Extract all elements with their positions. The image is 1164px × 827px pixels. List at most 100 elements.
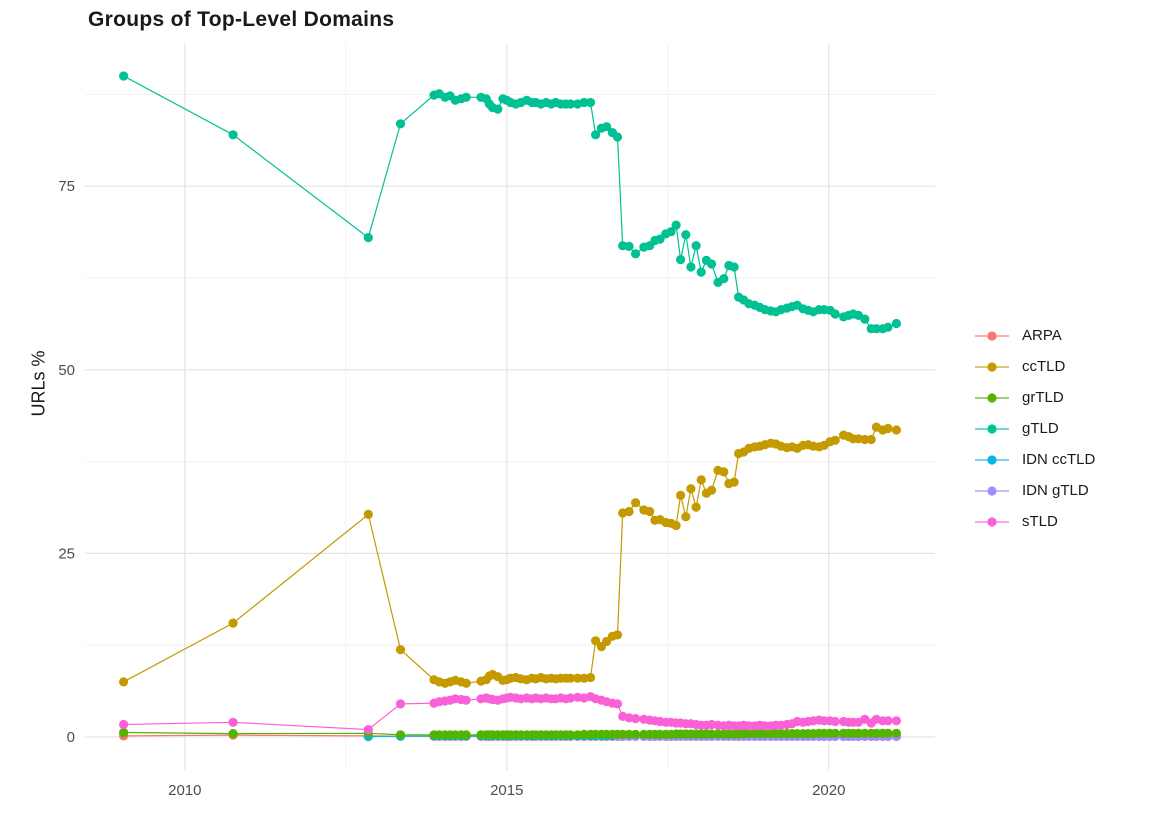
data-point-ccTLD bbox=[719, 467, 729, 477]
data-point-ccTLD bbox=[119, 677, 129, 687]
data-point-sTLD bbox=[612, 699, 623, 709]
legend-entry-IDN-gTLD: IDN gTLD bbox=[974, 475, 1095, 506]
data-point-ccTLD bbox=[645, 506, 655, 517]
data-point-sTLD bbox=[228, 717, 238, 727]
data-point-ccTLD bbox=[228, 618, 238, 628]
legend-key-icon bbox=[975, 423, 1009, 434]
data-point-ccTLD bbox=[676, 490, 686, 500]
data-point-ccTLD bbox=[830, 435, 840, 445]
data-point-gTLD bbox=[363, 233, 373, 243]
data-point-grTLD bbox=[853, 728, 864, 738]
legend-key-icon bbox=[975, 330, 1009, 341]
data-point-grTLD bbox=[707, 729, 717, 739]
data-point-gTLD bbox=[602, 122, 612, 132]
data-point-gTLD bbox=[565, 99, 576, 109]
legend-entry-IDN-ccTLD: IDN ccTLD bbox=[974, 444, 1095, 475]
data-point-grTLD bbox=[618, 729, 628, 740]
data-point-gTLD bbox=[681, 230, 691, 240]
data-point-gTLD bbox=[395, 119, 406, 129]
data-point-gTLD bbox=[612, 132, 623, 142]
data-point-sTLD bbox=[119, 719, 129, 730]
x-tick-label: 2010 bbox=[168, 782, 201, 799]
legend-label: ccTLD bbox=[1022, 358, 1066, 375]
legend-label: sTLD bbox=[1022, 513, 1058, 530]
legend-key-icon bbox=[975, 516, 1009, 527]
data-point-ccTLD bbox=[883, 423, 893, 434]
data-point-sTLD bbox=[883, 716, 893, 726]
legend-entry-grTLD: grTLD bbox=[974, 382, 1095, 413]
data-point-grTLD bbox=[395, 730, 406, 740]
data-point-ccTLD bbox=[866, 434, 876, 445]
legend-key-icon bbox=[975, 454, 1009, 465]
data-point-ccTLD bbox=[696, 475, 706, 485]
legend-label: gTLD bbox=[1022, 420, 1059, 437]
data-point-gTLD bbox=[461, 92, 471, 102]
data-point-ccTLD bbox=[565, 673, 576, 683]
data-point-ccTLD bbox=[860, 434, 870, 445]
legend-key-icon bbox=[975, 485, 1009, 496]
data-point-ccTLD bbox=[624, 506, 634, 517]
legend-label: IDN ccTLD bbox=[1022, 451, 1096, 468]
data-point-ccTLD bbox=[891, 425, 902, 435]
data-point-gTLD bbox=[666, 227, 676, 237]
data-point-grTLD bbox=[891, 728, 902, 738]
legend-entry-gTLD: gTLD bbox=[974, 413, 1095, 444]
data-point-ccTLD bbox=[363, 509, 373, 519]
data-point-gTLD bbox=[579, 97, 589, 108]
y-tick-label: 50 bbox=[58, 362, 75, 379]
data-point-gTLD bbox=[696, 267, 706, 277]
data-point-gTLD bbox=[830, 309, 840, 319]
data-point-gTLD bbox=[591, 130, 601, 140]
data-point-ccTLD bbox=[671, 520, 681, 531]
data-point-sTLD bbox=[830, 716, 840, 727]
legend: ARPA ccTLD grTLD gTLD IDN ccTLD IDN gTLD sTLD bbox=[974, 320, 1095, 537]
data-point-ccTLD bbox=[591, 636, 601, 646]
data-point-gTLD bbox=[676, 255, 686, 265]
data-point-grTLD bbox=[860, 728, 870, 738]
legend-key-icon bbox=[975, 361, 1009, 372]
data-point-gTLD bbox=[891, 318, 902, 329]
data-point-gTLD bbox=[631, 249, 641, 259]
data-point-ccTLD bbox=[707, 485, 717, 495]
legend-entry-ccTLD: ccTLD bbox=[974, 351, 1095, 382]
data-point-ccTLD bbox=[612, 630, 623, 640]
data-point-grTLD bbox=[871, 728, 882, 738]
legend-entry-sTLD: sTLD bbox=[974, 506, 1095, 537]
data-point-gTLD bbox=[860, 314, 870, 324]
data-point-ccTLD bbox=[395, 645, 406, 655]
data-point-gTLD bbox=[585, 97, 596, 108]
legend-entry-ARPA: ARPA bbox=[974, 320, 1095, 351]
data-point-sTLD bbox=[461, 695, 471, 705]
series-line-gTLD bbox=[123, 75, 897, 330]
legend-key-icon bbox=[975, 392, 1009, 403]
data-point-gTLD bbox=[871, 324, 882, 334]
data-point-grTLD bbox=[579, 729, 589, 740]
data-point-gTLD bbox=[686, 262, 696, 272]
data-point-grTLD bbox=[624, 729, 634, 740]
data-point-grTLD bbox=[228, 729, 238, 739]
data-point-sTLD bbox=[363, 725, 373, 735]
legend-label: ARPA bbox=[1022, 327, 1062, 344]
data-point-grTLD bbox=[461, 730, 471, 740]
x-tick-label: 2015 bbox=[490, 782, 523, 799]
data-point-gTLD bbox=[691, 241, 701, 251]
data-point-ccTLD bbox=[631, 498, 641, 508]
data-point-ccTLD bbox=[691, 502, 701, 512]
data-point-ccTLD bbox=[461, 678, 471, 688]
data-point-ccTLD bbox=[729, 477, 739, 487]
legend-label: IDN gTLD bbox=[1022, 482, 1089, 499]
data-point-gTLD bbox=[671, 220, 681, 230]
x-tick-label: 2020 bbox=[812, 782, 845, 799]
data-point-ccTLD bbox=[573, 673, 583, 683]
data-point-gTLD bbox=[624, 241, 634, 251]
data-point-grTLD bbox=[119, 727, 129, 738]
data-point-ccTLD bbox=[585, 672, 596, 683]
data-point-sTLD bbox=[631, 714, 641, 724]
data-point-gTLD bbox=[719, 274, 729, 284]
data-point-sTLD bbox=[891, 716, 902, 726]
data-point-sTLD bbox=[565, 693, 576, 703]
y-tick-label: 25 bbox=[58, 545, 75, 562]
data-point-gTLD bbox=[493, 104, 503, 114]
